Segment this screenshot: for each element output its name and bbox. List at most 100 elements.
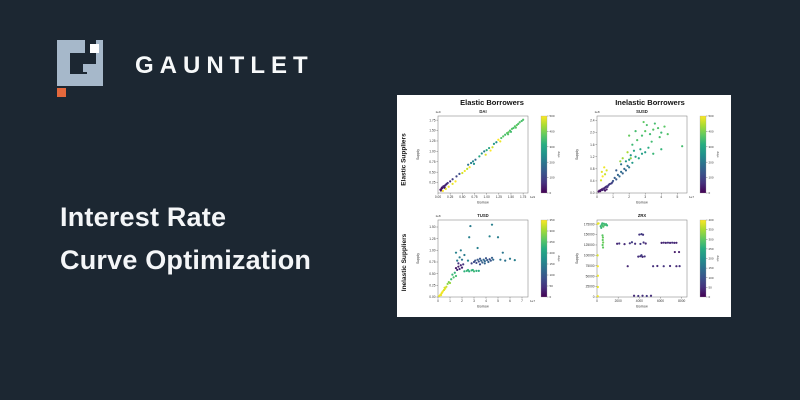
svg-text:300: 300 <box>709 237 714 241</box>
svg-text:500: 500 <box>550 114 555 118</box>
svg-text:Borrow: Borrow <box>636 305 648 309</box>
svg-text:0.50: 0.50 <box>429 170 435 174</box>
svg-text:Supply: Supply <box>575 149 579 160</box>
column-header-inelastic-borrowers: Inelastic Borrowers <box>615 98 685 107</box>
svg-text:350: 350 <box>550 218 555 222</box>
svg-text:1e9: 1e9 <box>435 110 440 114</box>
svg-text:0.00: 0.00 <box>429 295 435 299</box>
svg-text:4000: 4000 <box>636 299 643 303</box>
svg-text:1.00: 1.00 <box>429 248 435 252</box>
svg-text:3: 3 <box>644 195 646 199</box>
svg-text:0.0: 0.0 <box>590 191 595 195</box>
scatter-plot-SUSD: SUSD 0 1 2 3 4 5 0.0 0.4 0.8 1.2 1.6 2.0 2.4 Borrow Sup… <box>575 109 720 205</box>
page-title: Interest Rate Curve Optimization <box>60 196 311 282</box>
svg-text:150: 150 <box>550 262 555 266</box>
svg-text:0.75: 0.75 <box>429 260 435 264</box>
svg-text:0: 0 <box>596 195 598 199</box>
svg-text:0.4: 0.4 <box>590 179 595 183</box>
svg-text:6000: 6000 <box>657 299 664 303</box>
svg-text:7: 7 <box>521 299 523 303</box>
svg-text:days: days <box>557 152 561 159</box>
svg-text:0.00: 0.00 <box>435 195 441 199</box>
svg-text:1: 1 <box>449 299 451 303</box>
svg-text:300: 300 <box>550 229 555 233</box>
svg-text:1.6: 1.6 <box>590 143 595 147</box>
svg-text:100: 100 <box>550 176 555 180</box>
svg-text:0.75: 0.75 <box>429 160 435 164</box>
svg-text:100000: 100000 <box>584 253 595 257</box>
svg-text:DAI: DAI <box>479 109 486 114</box>
svg-text:0: 0 <box>596 299 598 303</box>
svg-text:Borrow: Borrow <box>477 201 489 205</box>
svg-text:400: 400 <box>550 130 555 134</box>
svg-text:0: 0 <box>593 295 595 299</box>
svg-text:0.25: 0.25 <box>429 283 435 287</box>
svg-text:1: 1 <box>612 195 614 199</box>
svg-text:0.75: 0.75 <box>471 195 477 199</box>
svg-text:ZRX: ZRX <box>638 213 647 218</box>
svg-text:2: 2 <box>628 195 630 199</box>
svg-text:75000: 75000 <box>586 264 595 268</box>
svg-text:1e8: 1e8 <box>435 214 440 218</box>
svg-text:Borrow: Borrow <box>477 305 489 309</box>
svg-text:0: 0 <box>437 299 439 303</box>
svg-text:SUSD: SUSD <box>636 109 648 114</box>
svg-text:6: 6 <box>509 299 511 303</box>
svg-text:4: 4 <box>485 299 487 303</box>
svg-text:200: 200 <box>709 257 714 261</box>
svg-text:days: days <box>557 256 561 263</box>
svg-text:days: days <box>716 152 720 159</box>
svg-text:100: 100 <box>709 176 714 180</box>
svg-text:TUSD: TUSD <box>477 213 488 218</box>
svg-text:2.4: 2.4 <box>590 119 595 123</box>
brand-name: GAUNTLET <box>135 52 314 79</box>
svg-text:days: days <box>716 256 720 263</box>
gauntlet-logo-glyph <box>57 40 103 97</box>
svg-text:3: 3 <box>473 299 475 303</box>
svg-text:5: 5 <box>676 195 678 199</box>
svg-text:200: 200 <box>550 160 555 164</box>
svg-text:0: 0 <box>550 295 552 299</box>
svg-text:1.25: 1.25 <box>496 195 502 199</box>
svg-text:150000: 150000 <box>584 233 595 237</box>
svg-text:Supply: Supply <box>416 253 420 264</box>
svg-text:1.50: 1.50 <box>429 129 435 133</box>
svg-text:350: 350 <box>709 228 714 232</box>
svg-text:250: 250 <box>709 247 714 251</box>
row-label-inelastic-suppliers: Inelastic Suppliers <box>401 233 408 291</box>
svg-text:50000: 50000 <box>586 274 595 278</box>
svg-text:0: 0 <box>550 191 552 195</box>
svg-text:400: 400 <box>709 218 714 222</box>
svg-text:1.25: 1.25 <box>429 237 435 241</box>
svg-text:1.75: 1.75 <box>520 195 526 199</box>
svg-text:100: 100 <box>550 273 555 277</box>
svg-text:200: 200 <box>709 160 714 164</box>
svg-text:0: 0 <box>709 295 711 299</box>
svg-text:1.75: 1.75 <box>429 118 435 122</box>
gauntlet-logo-icon <box>57 40 107 98</box>
svg-text:1.25: 1.25 <box>429 139 435 143</box>
svg-text:125000: 125000 <box>584 243 595 247</box>
svg-text:1e9: 1e9 <box>530 195 535 199</box>
svg-text:1.50: 1.50 <box>429 225 435 229</box>
scatter-plot-TUSD: TUSD 0 1 2 3 4 5 6 7 0.00 0.25 0.50 0.75 1.00 1.25 1.50… <box>416 213 561 309</box>
svg-text:1.50: 1.50 <box>508 195 514 199</box>
svg-text:1.00: 1.00 <box>429 149 435 153</box>
page-title-line2: Curve Optimization <box>60 245 312 275</box>
svg-text:0.25: 0.25 <box>447 195 453 199</box>
svg-text:2: 2 <box>461 299 463 303</box>
svg-text:Supply: Supply <box>416 149 420 160</box>
svg-text:300: 300 <box>709 145 714 149</box>
svg-text:Supply: Supply <box>575 253 579 264</box>
svg-text:2000: 2000 <box>615 299 622 303</box>
svg-text:200: 200 <box>550 251 555 255</box>
svg-text:5: 5 <box>497 299 499 303</box>
svg-text:1e8: 1e8 <box>594 110 599 114</box>
svg-text:50: 50 <box>550 284 554 288</box>
svg-text:250: 250 <box>550 240 555 244</box>
svg-text:500: 500 <box>709 114 714 118</box>
svg-text:0: 0 <box>709 191 711 195</box>
svg-text:Borrow: Borrow <box>636 201 648 205</box>
svg-text:1e7: 1e7 <box>530 299 535 303</box>
